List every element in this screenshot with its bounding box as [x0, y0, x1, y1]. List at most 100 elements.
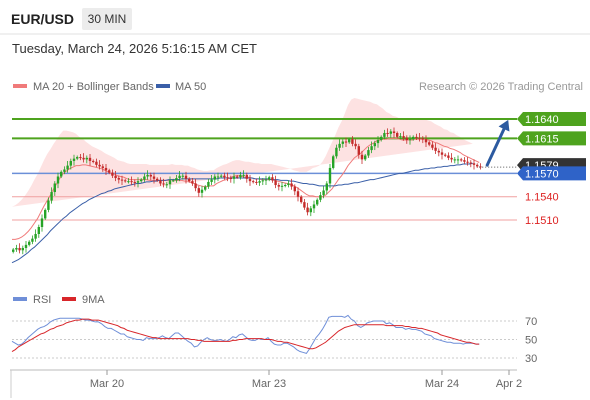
bollinger-band [12, 98, 473, 207]
candle-body [344, 141, 348, 143]
candle-body [207, 181, 210, 187]
legend-swatch-ma20 [13, 84, 27, 88]
candle-body [284, 185, 287, 187]
candle-body [316, 199, 319, 205]
candle-body [220, 175, 223, 177]
candle-body [184, 175, 188, 179]
price-label-1-1640-box [517, 112, 586, 126]
candle-body [405, 137, 408, 140]
candle-body [197, 188, 200, 193]
x-tick-label: Mar 20 [90, 378, 124, 390]
candle-body [28, 241, 31, 245]
candle-body [88, 157, 92, 161]
x-tick-label: Apr 2 [496, 378, 522, 390]
candle-body [261, 180, 264, 182]
candle-body [37, 226, 40, 234]
candle-body [178, 175, 181, 179]
rsi-tick-50: 50 [525, 335, 537, 347]
candle-body [63, 169, 66, 172]
legend-rsi-ma-label: 9MA [82, 294, 105, 306]
candle-body [332, 156, 335, 168]
candle-body [229, 178, 232, 180]
candle-body [466, 161, 469, 163]
x-tick-label: Mar 23 [252, 378, 286, 390]
candle-body [376, 139, 380, 144]
candle-body [69, 160, 72, 166]
legend-swatch-rsi-ma [62, 297, 76, 301]
candle-body [168, 180, 172, 185]
legend-swatch-ma50 [156, 84, 170, 88]
candle-body [213, 176, 216, 180]
candle-body [396, 132, 399, 137]
price-label-1-1540: 1.1540 [525, 192, 559, 204]
candle-body [24, 244, 28, 248]
candle-body [351, 139, 354, 144]
candle-body [373, 143, 376, 147]
candle-body [402, 136, 405, 138]
candle-body [306, 207, 309, 213]
candle-body [440, 152, 444, 155]
candle-body [322, 190, 325, 196]
price-label-pivot-box [517, 166, 586, 181]
candle-body [293, 186, 296, 192]
candle-body [232, 176, 236, 179]
candle-body [21, 247, 24, 251]
candle-body [450, 157, 453, 160]
candle-body [431, 144, 434, 148]
candle-body [386, 132, 389, 134]
candle-body [239, 174, 242, 178]
candle-body [258, 181, 261, 183]
candle-body [277, 185, 280, 187]
candle-body [181, 175, 184, 177]
candle-body [40, 218, 44, 227]
candle-body [216, 176, 220, 178]
candle-body [50, 192, 53, 201]
candle-body [188, 178, 191, 182]
candle-body [175, 178, 178, 181]
candle-body [143, 176, 146, 180]
forecast-arrow-head [498, 119, 510, 132]
candle-body [124, 180, 127, 182]
candle-body [172, 180, 175, 182]
candle-body [223, 175, 226, 178]
candle-body [101, 166, 104, 168]
candle-body [287, 183, 290, 186]
candle-body [56, 176, 60, 184]
candle-body [130, 181, 133, 183]
candles-group [12, 127, 482, 255]
candle-body [252, 181, 255, 183]
candle-body [200, 189, 204, 193]
rsi-tick-30: 30 [525, 353, 537, 365]
candle-body [428, 142, 431, 145]
candle-body [60, 171, 63, 177]
candle-body [338, 143, 341, 148]
candle-body [117, 178, 120, 180]
candle-body [210, 179, 213, 182]
candle-body [152, 176, 156, 179]
candle-body [463, 160, 466, 162]
candle-body [18, 247, 21, 251]
candle-body [136, 181, 140, 183]
candle-body [303, 202, 306, 208]
legend-ma50-label: MA 50 [175, 81, 206, 93]
candle-body [108, 170, 111, 173]
candle-body [15, 247, 18, 250]
timeframe-badge[interactable]: 30 MIN [82, 8, 132, 30]
candle-body [383, 132, 386, 137]
candle-body [255, 181, 258, 183]
legend-ma20-label: MA 20 + Bollinger Bands [33, 81, 154, 93]
candle-body [360, 154, 364, 160]
price-label-1-1615: 1.1615 [525, 133, 559, 145]
chart-datetime: Tuesday, March 24, 2026 5:16:15 AM CET [12, 41, 257, 56]
candle-body [236, 176, 239, 178]
candle-body [472, 163, 476, 165]
rsi-ma-line [11, 318, 480, 352]
candle-body [274, 180, 277, 186]
candle-body [133, 181, 136, 183]
candle-body [408, 139, 412, 141]
candle-body [364, 155, 367, 160]
candle-body [159, 180, 162, 184]
candle-body [328, 167, 332, 184]
candle-body [370, 146, 373, 151]
candle-body [476, 164, 479, 167]
